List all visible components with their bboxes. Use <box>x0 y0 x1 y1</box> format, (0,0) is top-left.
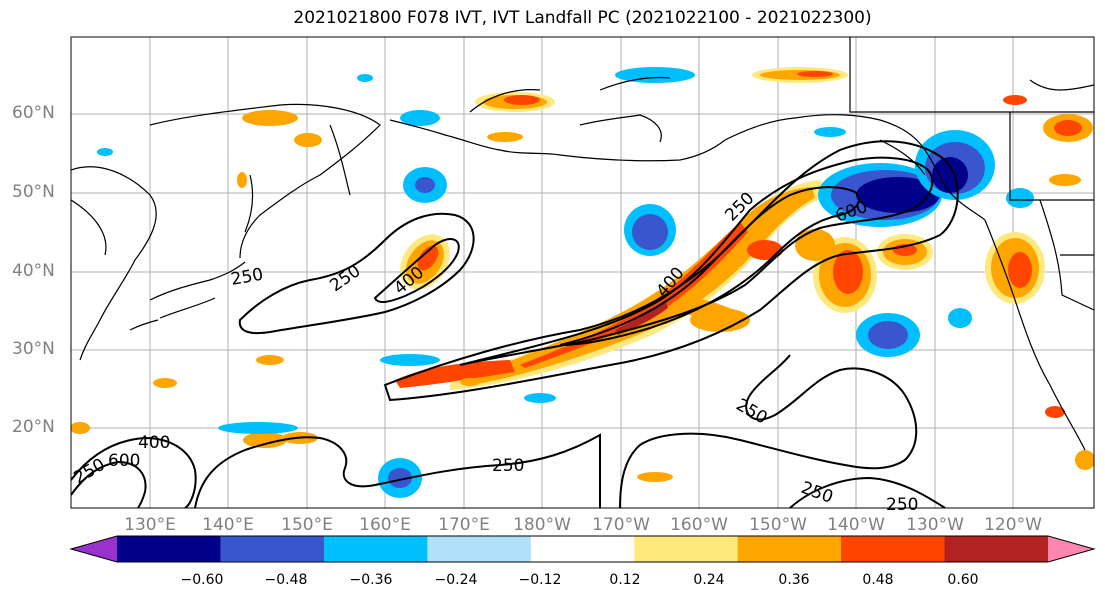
contour-label: 250 <box>886 495 918 515</box>
colorbar-tick-label: −0.48 <box>264 572 308 588</box>
colorbar-tick-label: 0.24 <box>693 572 725 588</box>
colorbar-tick-label: 0.36 <box>778 572 810 588</box>
lon-label: 170°W <box>592 515 650 535</box>
contour-labels: 250 250 400 250 400 600 250 400 600 250 … <box>71 188 919 515</box>
colorbar-segment <box>117 536 221 562</box>
contour-label: 250 <box>71 455 109 489</box>
contour-label: 400 <box>138 433 170 453</box>
colorbar-extend-low <box>71 536 117 562</box>
ivt-contours <box>71 140 959 508</box>
lon-label: 150°E <box>281 515 333 535</box>
plot-title: 2021021800 F078 IVT, IVT Landfall PC (20… <box>293 8 872 28</box>
grid-lines <box>71 37 1094 508</box>
lat-label: 40°N <box>12 261 55 281</box>
colorbar-segment <box>737 536 842 562</box>
colorbar <box>69 535 1096 563</box>
contour-label: 600 <box>108 451 140 471</box>
colorbar-segment <box>841 536 946 562</box>
contour-label: 250 <box>229 265 264 290</box>
colorbar-segment <box>634 536 739 562</box>
colorbar-outline <box>69 535 1096 563</box>
colorbar-tick-label: 0.12 <box>609 572 641 588</box>
colorbar-extend-high <box>1048 536 1094 562</box>
colorbar-tick-label: −0.12 <box>518 572 562 588</box>
coastlines <box>71 37 1094 451</box>
colorbar-tick-label: 0.48 <box>862 572 894 588</box>
lon-label: 120°W <box>984 515 1042 535</box>
contour-label: 250 <box>326 261 364 296</box>
lon-label: 130°E <box>124 515 176 535</box>
colorbar-segment <box>427 536 532 562</box>
lat-label: 50°N <box>12 182 55 202</box>
colorbar-segment <box>530 536 635 562</box>
lon-label: 160°W <box>670 515 728 535</box>
colorbar-tick-label: −0.36 <box>349 572 393 588</box>
lon-label: 180°W <box>513 515 571 535</box>
lon-label: 140°W <box>827 515 885 535</box>
positive-patches <box>71 67 1094 482</box>
lat-label: 30°N <box>12 339 55 359</box>
colorbar-tick-label: −0.60 <box>180 572 224 588</box>
lat-label: 60°N <box>12 103 55 123</box>
contour-label: 250 <box>492 456 524 476</box>
colorbar-tick-label: −0.24 <box>434 572 478 588</box>
lon-label: 130°W <box>906 515 964 535</box>
colorbar-segment <box>220 536 325 562</box>
lon-label: 170°E <box>438 515 490 535</box>
colorbar-segment <box>323 536 428 562</box>
lat-label: 20°N <box>12 417 55 437</box>
lon-label: 160°E <box>359 515 411 535</box>
lon-label: 140°E <box>202 515 254 535</box>
plot-frame <box>70 36 1095 509</box>
colorbar-tick-label: 0.60 <box>947 572 979 588</box>
contour-label: 250 <box>733 395 771 429</box>
colorbar-segment <box>944 536 1049 562</box>
lon-label: 150°W <box>749 515 807 535</box>
contour-label: 250 <box>798 478 835 508</box>
